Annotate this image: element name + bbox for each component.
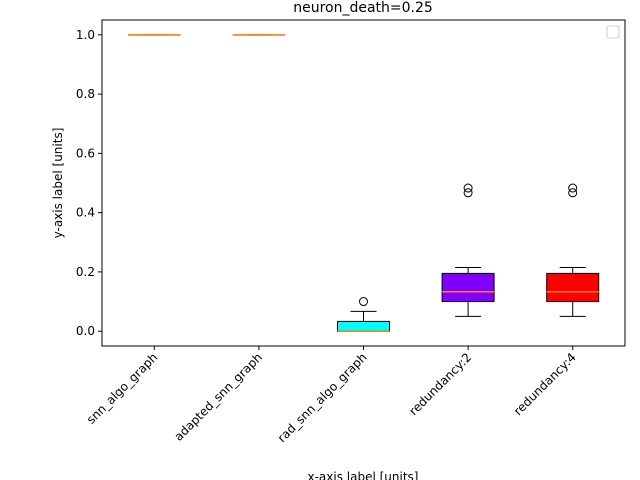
box-1 xyxy=(232,34,286,36)
box-0 xyxy=(127,34,181,36)
outlier-point xyxy=(463,188,473,198)
y-tick-label: 0.4 xyxy=(76,206,95,220)
y-axis-label: y-axis label [units] xyxy=(51,128,65,239)
y-ticks-group: 0.0 0.2 0.4 0.6 0.8 1.0 xyxy=(76,28,102,338)
box-3 xyxy=(441,183,495,317)
outlier-point xyxy=(359,297,368,307)
box-body xyxy=(441,272,495,303)
y-tick-label: 1.0 xyxy=(76,28,95,42)
outlier-point xyxy=(568,183,578,193)
y-tick-label: 0.0 xyxy=(76,324,95,338)
plot-frame xyxy=(101,19,626,347)
box-4 xyxy=(546,183,600,317)
box-body xyxy=(546,272,600,303)
box-body xyxy=(337,320,390,332)
boxes-group xyxy=(127,34,600,332)
outlier-point xyxy=(568,188,578,198)
box-2 xyxy=(337,297,390,332)
legend-box xyxy=(606,25,620,39)
y-tick-label: 0.2 xyxy=(76,265,95,279)
y-tick-label: 0.6 xyxy=(76,146,95,160)
y-tick-label: 0.8 xyxy=(76,87,95,101)
x-axis-label: x-axis label [units] xyxy=(308,470,419,480)
chart-title: neuron_death=0.25 xyxy=(293,0,433,16)
outlier-point xyxy=(463,183,473,193)
